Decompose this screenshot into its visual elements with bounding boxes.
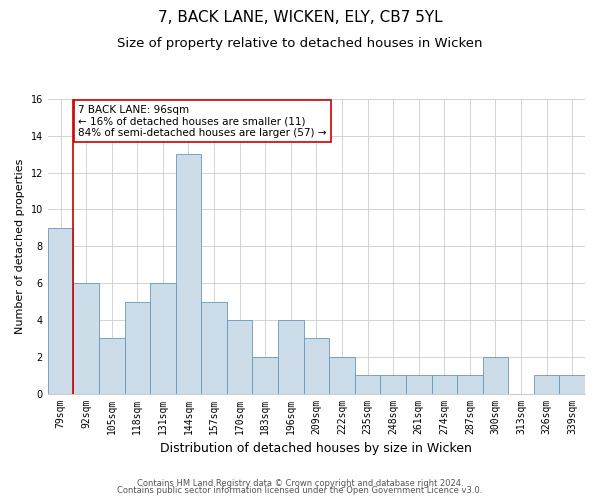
Bar bbox=[201, 302, 227, 394]
Y-axis label: Number of detached properties: Number of detached properties bbox=[15, 158, 25, 334]
X-axis label: Distribution of detached houses by size in Wicken: Distribution of detached houses by size … bbox=[160, 442, 472, 455]
Bar bbox=[457, 375, 482, 394]
Bar bbox=[355, 375, 380, 394]
Bar bbox=[534, 375, 559, 394]
Bar bbox=[278, 320, 304, 394]
Text: 7 BACK LANE: 96sqm
← 16% of detached houses are smaller (11)
84% of semi-detache: 7 BACK LANE: 96sqm ← 16% of detached hou… bbox=[79, 104, 327, 138]
Text: Contains public sector information licensed under the Open Government Licence v3: Contains public sector information licen… bbox=[118, 486, 482, 495]
Bar bbox=[304, 338, 329, 394]
Text: Contains HM Land Registry data © Crown copyright and database right 2024.: Contains HM Land Registry data © Crown c… bbox=[137, 478, 463, 488]
Bar bbox=[380, 375, 406, 394]
Bar bbox=[431, 375, 457, 394]
Bar bbox=[253, 356, 278, 394]
Text: Size of property relative to detached houses in Wicken: Size of property relative to detached ho… bbox=[117, 38, 483, 51]
Bar bbox=[482, 356, 508, 394]
Bar bbox=[329, 356, 355, 394]
Text: 7, BACK LANE, WICKEN, ELY, CB7 5YL: 7, BACK LANE, WICKEN, ELY, CB7 5YL bbox=[158, 10, 442, 25]
Bar bbox=[176, 154, 201, 394]
Bar bbox=[99, 338, 125, 394]
Bar bbox=[559, 375, 585, 394]
Bar bbox=[150, 283, 176, 394]
Bar bbox=[48, 228, 73, 394]
Bar bbox=[227, 320, 253, 394]
Bar bbox=[73, 283, 99, 394]
Bar bbox=[125, 302, 150, 394]
Bar bbox=[406, 375, 431, 394]
